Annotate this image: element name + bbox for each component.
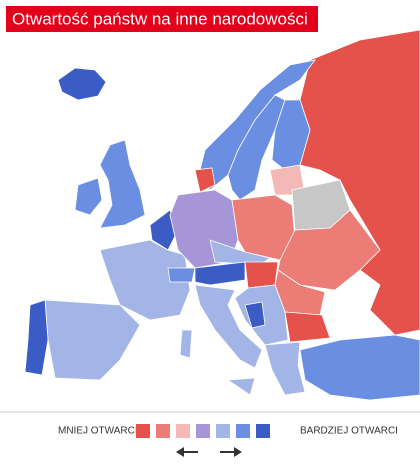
legend-label: BARDZIEJ OTWARCI (300, 426, 398, 437)
legend-swatch (236, 424, 250, 438)
country (264, 341, 306, 396)
country (284, 311, 331, 343)
country (271, 99, 311, 171)
legend-label: MNIEJ OTWARCI (58, 426, 138, 437)
map (0, 29, 420, 410)
country (167, 267, 196, 283)
legend-swatch (156, 424, 170, 438)
country (44, 299, 141, 381)
legend-swatch (176, 424, 190, 438)
country (299, 334, 420, 401)
country (179, 329, 193, 359)
country (226, 377, 256, 396)
country (194, 261, 246, 286)
country (209, 239, 271, 266)
title: Otwartość państw na inne narodowości (12, 9, 308, 28)
country (99, 239, 191, 321)
country (244, 301, 266, 329)
country (57, 67, 107, 101)
country (24, 299, 49, 376)
country (74, 177, 103, 216)
arrow-right-head (234, 447, 242, 457)
legend-swatch (256, 424, 270, 438)
title-banner (6, 6, 318, 32)
legend-swatch (216, 424, 230, 438)
country (194, 167, 216, 193)
arrow-left-head (176, 447, 184, 457)
legend-swatch (136, 424, 150, 438)
arrows (176, 447, 242, 457)
country (99, 139, 146, 229)
country (194, 284, 263, 369)
legend-swatch (196, 424, 210, 438)
legend-swatches (136, 424, 270, 438)
country (244, 261, 279, 289)
